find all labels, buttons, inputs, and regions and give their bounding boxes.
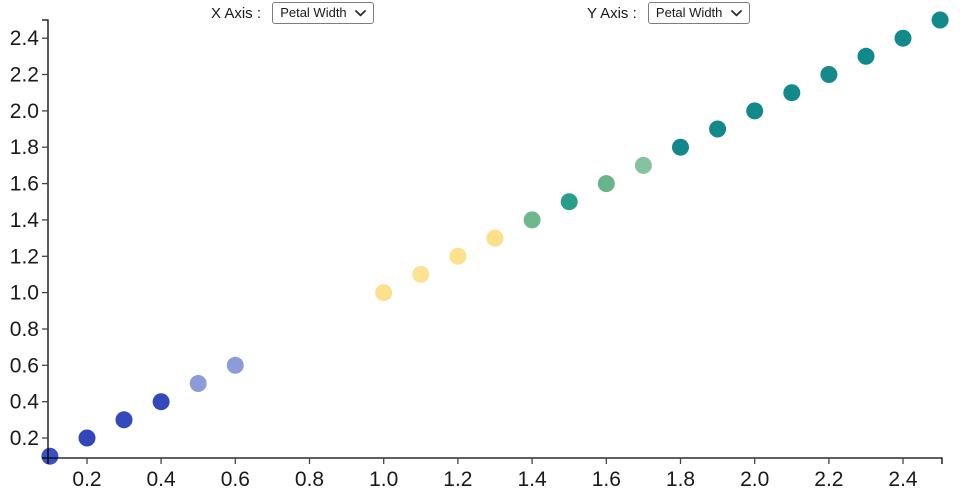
x-tick-label: 1.4	[517, 468, 547, 491]
data-point	[560, 193, 578, 211]
x-tick-label: 0.6	[221, 468, 250, 491]
y-tick-label: 0.6	[10, 354, 39, 377]
x-tick-label: 0.8	[295, 468, 324, 491]
data-point	[931, 11, 949, 29]
y-tick-label: 2.2	[10, 64, 39, 87]
data-point	[226, 356, 244, 374]
y-axis-select[interactable]: Petal Width	[647, 2, 750, 24]
x-tick-label: 2.2	[814, 468, 843, 491]
data-point	[634, 156, 652, 174]
data-point	[857, 47, 875, 65]
y-tick-label: 1.8	[10, 136, 39, 159]
data-point	[189, 375, 207, 392]
y-tick-label: 1.6	[10, 173, 39, 196]
x-tick-label: 2.0	[740, 468, 769, 491]
data-point	[523, 211, 541, 229]
x-axis-control: X Axis : Petal Width	[211, 2, 375, 24]
x-tick-label: 0.4	[146, 468, 176, 491]
data-point	[783, 84, 801, 102]
x-axis-select[interactable]: Petal Width	[272, 2, 375, 24]
data-point	[746, 102, 764, 120]
axis-controls: X Axis : Petal Width Y Axis : Petal Widt…	[0, 0, 960, 28]
data-point	[597, 175, 615, 193]
data-point	[78, 429, 96, 447]
x-tick-label: 1.0	[369, 468, 398, 491]
x-tick-label: 1.2	[443, 468, 472, 491]
x-axis-select-wrap: Petal Width	[272, 2, 375, 24]
data-point	[115, 411, 133, 429]
data-point	[820, 66, 838, 83]
y-tick-label: 1.4	[10, 209, 40, 232]
x-axis-domain	[47, 457, 943, 464]
y-tick-label: 0.2	[10, 427, 39, 450]
y-axis: 0.2 0.4 0.6 0.8 1.0 1.2 1.4 1.6 1.8 2.0 2.2 2.4	[10, 19, 49, 459]
y-axis-control: Y Axis : Petal Width	[587, 2, 750, 24]
data-point	[672, 138, 689, 156]
data-point	[486, 229, 504, 247]
y-axis-label: Y Axis :	[587, 4, 641, 22]
y-axis-select-wrap: Petal Width	[647, 2, 750, 24]
y-axis-domain	[42, 19, 49, 459]
points-layer	[41, 11, 949, 465]
data-point	[412, 265, 430, 283]
x-axis-label: X Axis :	[211, 4, 266, 22]
data-point	[894, 29, 912, 47]
x-tick-label: 1.6	[592, 468, 621, 491]
x-tick-label: 0.2	[72, 468, 101, 491]
y-tick-label: 0.4	[10, 391, 40, 414]
data-point	[709, 120, 727, 138]
x-tick-label: 2.4	[888, 468, 918, 491]
y-tick-label: 1.2	[10, 245, 39, 268]
data-point	[41, 447, 59, 465]
data-point	[152, 393, 170, 411]
y-tick-label: 2.0	[10, 100, 39, 123]
x-axis: 0.2 0.4 0.6 0.8 1.0 1.2 1.4 1.6 1.8 2.0 2.2 2.4	[47, 457, 943, 491]
y-tick-label: 1.0	[10, 282, 39, 305]
y-tick-label: 2.4	[10, 27, 40, 50]
data-point	[375, 284, 393, 302]
y-tick-label: 0.8	[10, 318, 39, 341]
x-tick-label: 1.8	[666, 468, 695, 491]
data-point	[449, 247, 467, 265]
